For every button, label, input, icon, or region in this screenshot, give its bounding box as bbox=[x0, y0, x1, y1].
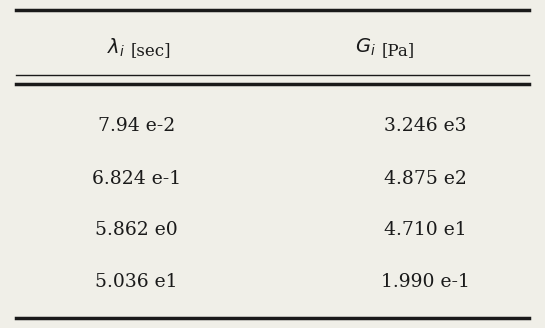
Text: [sec]: [sec] bbox=[131, 42, 171, 59]
Text: $\lambda_{i}$: $\lambda_{i}$ bbox=[107, 36, 125, 59]
Text: 1.990 e-1: 1.990 e-1 bbox=[380, 273, 470, 291]
Text: 5.862 e0: 5.862 e0 bbox=[95, 221, 178, 238]
Text: [Pa]: [Pa] bbox=[382, 42, 415, 59]
Text: 6.824 e-1: 6.824 e-1 bbox=[92, 170, 181, 188]
Text: $G_{i}$: $G_{i}$ bbox=[355, 37, 376, 58]
Text: 7.94 e-2: 7.94 e-2 bbox=[98, 117, 175, 135]
Text: 3.246 e3: 3.246 e3 bbox=[384, 117, 467, 135]
Text: 4.875 e2: 4.875 e2 bbox=[384, 170, 467, 188]
Text: 4.710 e1: 4.710 e1 bbox=[384, 221, 467, 238]
Text: 5.036 e1: 5.036 e1 bbox=[95, 273, 178, 291]
